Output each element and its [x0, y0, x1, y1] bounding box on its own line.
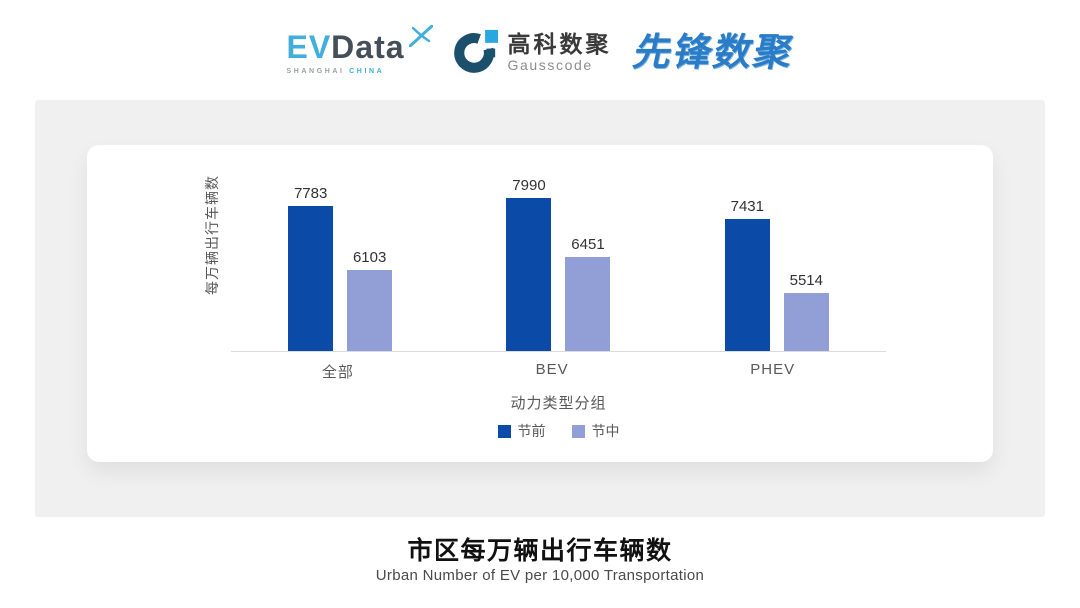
legend-item-节中: 节中 — [571, 421, 620, 441]
gausscode-en-text: Gausscode — [507, 57, 593, 74]
bar-节前-PHEV: 7431 — [724, 198, 770, 351]
chart-subtitle: Urban Number of EV per 10,000 Transporta… — [375, 567, 705, 584]
legend: 节前 节中 — [231, 421, 886, 441]
category-label-BEV: BEV — [535, 361, 569, 378]
category-label-全部: 全部 — [321, 364, 354, 381]
bar-group-BEV: 7990 6451 — [506, 177, 611, 351]
bar-group-PHEV: 7431 5514 — [724, 191, 829, 351]
gausscode-cn-text: 高科数聚 — [507, 30, 612, 57]
bar-节中-全部: 6103 — [347, 249, 393, 351]
evdata-logo: EV Data SHANGHAI CHINA — [286, 24, 434, 75]
bar-节中-PHEV: 5514 — [783, 272, 829, 351]
bar-value-label: 7431 — [730, 198, 764, 215]
gausscode-wordmark: 高科数聚 Gausscode — [507, 30, 612, 74]
evdata-data-text: Data — [331, 29, 405, 65]
chart-card: 每万辆出行车辆数 7783 6103 7990 6451 7431 5514 全部 BEV P… — [87, 145, 993, 462]
bar-value-label: 6451 — [571, 236, 605, 253]
gausscode-g-icon — [453, 28, 499, 79]
chart-title: 市区每万辆出行车辆数 — [407, 537, 673, 565]
plot-area: 7783 6103 7990 6451 7431 5514 — [231, 177, 886, 352]
evdata-wordmark: EV Data — [286, 31, 404, 63]
x-axis-label: 动力类型分组 — [510, 395, 607, 412]
y-axis-label: 每万辆出行车辆数 — [204, 175, 220, 295]
legend-swatch-节中 — [571, 424, 585, 438]
sparkle-x-icon — [408, 24, 434, 52]
legend-item-节前: 节前 — [497, 421, 546, 441]
evdata-shanghai-text: SHANGHAI — [286, 68, 345, 75]
legend-label-节前: 节前 — [517, 423, 546, 439]
evdata-subtext: SHANGHAI CHINA — [286, 68, 384, 75]
pioneer-logo: 先锋数聚 — [629, 32, 798, 74]
bar-节前-BEV: 7990 — [506, 177, 552, 351]
bar-group-全部: 7783 6103 — [288, 185, 393, 351]
legend-label-节中: 节中 — [591, 423, 620, 439]
evdata-china-text: CHINA — [349, 68, 385, 75]
bar-节中-BEV: 6451 — [565, 236, 611, 351]
legend-swatch-节前 — [497, 424, 511, 438]
logo-header: EV Data SHANGHAI CHINA 高科数聚 Gausscode 先锋数… — [0, 20, 1080, 86]
gray-panel: 每万辆出行车辆数 7783 6103 7990 6451 7431 5514 全部 BEV P… — [35, 100, 1045, 517]
category-label-PHEV: PHEV — [750, 361, 796, 378]
gausscode-logo: 高科数聚 Gausscode — [453, 28, 612, 79]
bar-节前-全部: 7783 — [288, 185, 334, 351]
category-axis: 全部 BEV PHEV — [231, 361, 886, 382]
bar-value-label: 5514 — [789, 272, 823, 289]
bar-value-label: 7990 — [512, 177, 546, 194]
evdata-ev-text: EV — [286, 29, 332, 65]
bar-value-label: 7783 — [293, 185, 328, 202]
bar-value-label: 6103 — [352, 249, 387, 266]
